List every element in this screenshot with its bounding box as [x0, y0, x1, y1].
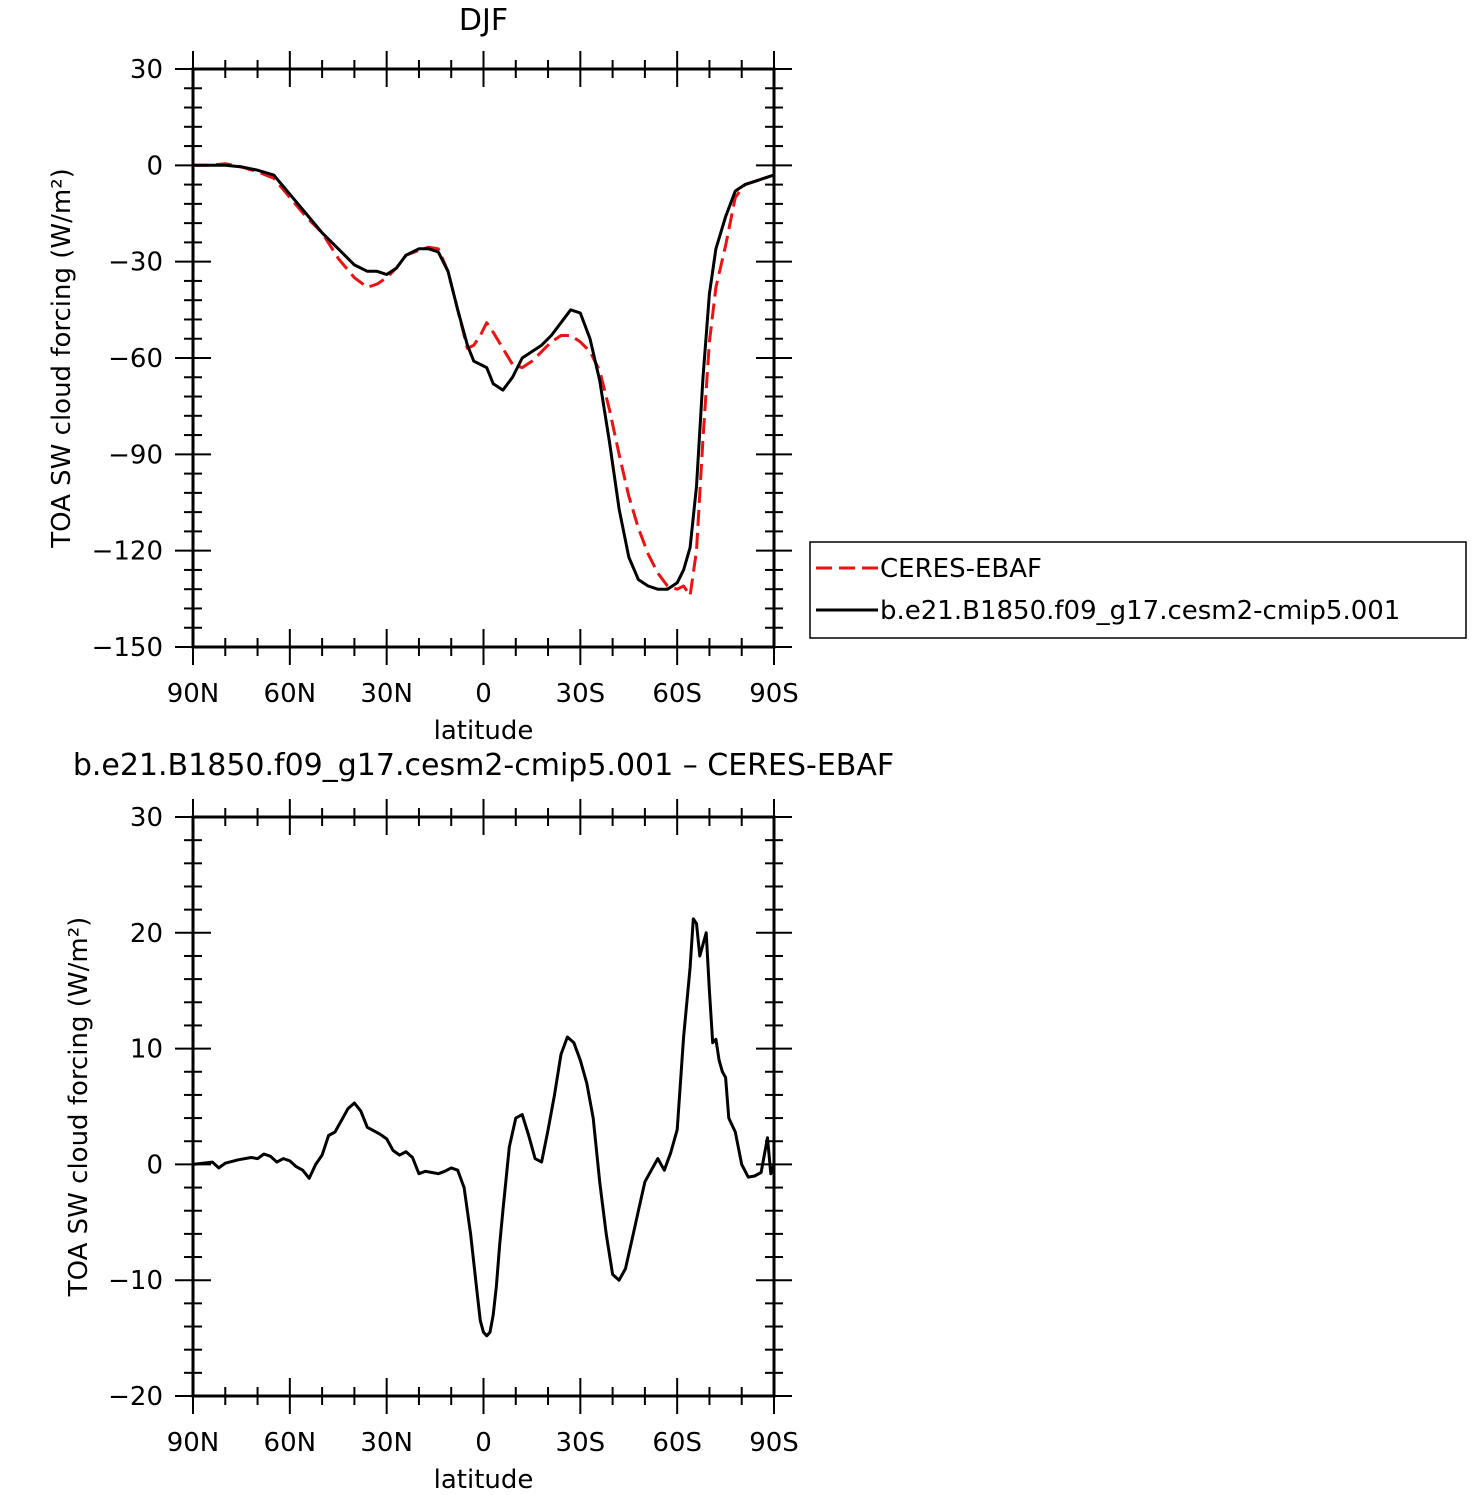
y-tick-label: 0: [146, 151, 163, 181]
y-tick-label: 30: [130, 55, 163, 85]
top-chart-title: DJF: [459, 3, 508, 38]
y-tick-label: −10: [108, 1266, 163, 1296]
bottom-chart-ticks: [175, 799, 792, 1414]
x-tick-label: 60S: [652, 679, 702, 709]
top-chart-panel: DJF TOA SW cloud forcing (W/m²) latitude…: [47, 3, 799, 746]
legend-label-ceres-ebaf: CERES-EBAF: [880, 554, 1042, 584]
series-line-0: [192, 917, 776, 1338]
x-tick-label: 30N: [360, 679, 413, 709]
bottom-chart-title: b.e21.B1850.f09_g17.cesm2-cmip5.001 – CE…: [73, 748, 894, 783]
x-tick-label: 60N: [264, 679, 317, 709]
x-tick-label: 30S: [556, 679, 606, 709]
x-tick-label: 90S: [749, 1428, 799, 1458]
x-tick-label: 90S: [749, 679, 799, 709]
y-tick-label: 10: [130, 1035, 163, 1065]
y-tick-label: 0: [146, 1150, 163, 1180]
x-tick-label: 30N: [360, 1428, 413, 1458]
legend: CERES-EBAF b.e21.B1850.f09_g17.cesm2-cmi…: [809, 541, 1467, 639]
series-line-1: [193, 163, 775, 591]
y-tick-label: −20: [108, 1382, 163, 1412]
bottom-chart-panel: b.e21.B1850.f09_g17.cesm2-cmip5.001 – CE…: [64, 748, 894, 1495]
y-tick-label: 30: [130, 803, 163, 833]
bottom-chart-x-axis-label: latitude: [434, 1465, 534, 1495]
y-tick-label: −60: [108, 344, 163, 374]
top-chart-y-axis-label: TOA SW cloud forcing (W/m²): [47, 168, 77, 549]
y-tick-label: −90: [108, 440, 163, 470]
y-tick-label: 20: [130, 919, 163, 949]
x-tick-label: 0: [475, 1428, 492, 1458]
x-tick-label: 0: [475, 679, 492, 709]
x-tick-label: 60S: [652, 1428, 702, 1458]
x-tick-label: 30S: [556, 1428, 606, 1458]
y-tick-label: −120: [92, 537, 163, 567]
y-tick-label: −150: [92, 633, 163, 663]
x-tick-label: 90N: [167, 1428, 220, 1458]
bottom-chart-series: [192, 917, 776, 1338]
top-chart-frame: [191, 67, 776, 649]
x-tick-label: 60N: [264, 1428, 317, 1458]
bottom-chart-frame: [191, 815, 776, 1398]
series-line-0: [193, 162, 775, 598]
bottom-chart-y-axis-label: TOA SW cloud forcing (W/m²): [64, 917, 94, 1298]
top-chart-ticks: [175, 51, 792, 665]
top-chart-series: [193, 162, 775, 598]
legend-box: [809, 541, 1467, 639]
x-tick-label: 90N: [167, 679, 220, 709]
top-chart-x-axis-label: latitude: [434, 716, 534, 746]
legend-label-cesm2: b.e21.B1850.f09_g17.cesm2-cmip5.001: [880, 596, 1400, 626]
y-tick-label: −30: [108, 248, 163, 278]
